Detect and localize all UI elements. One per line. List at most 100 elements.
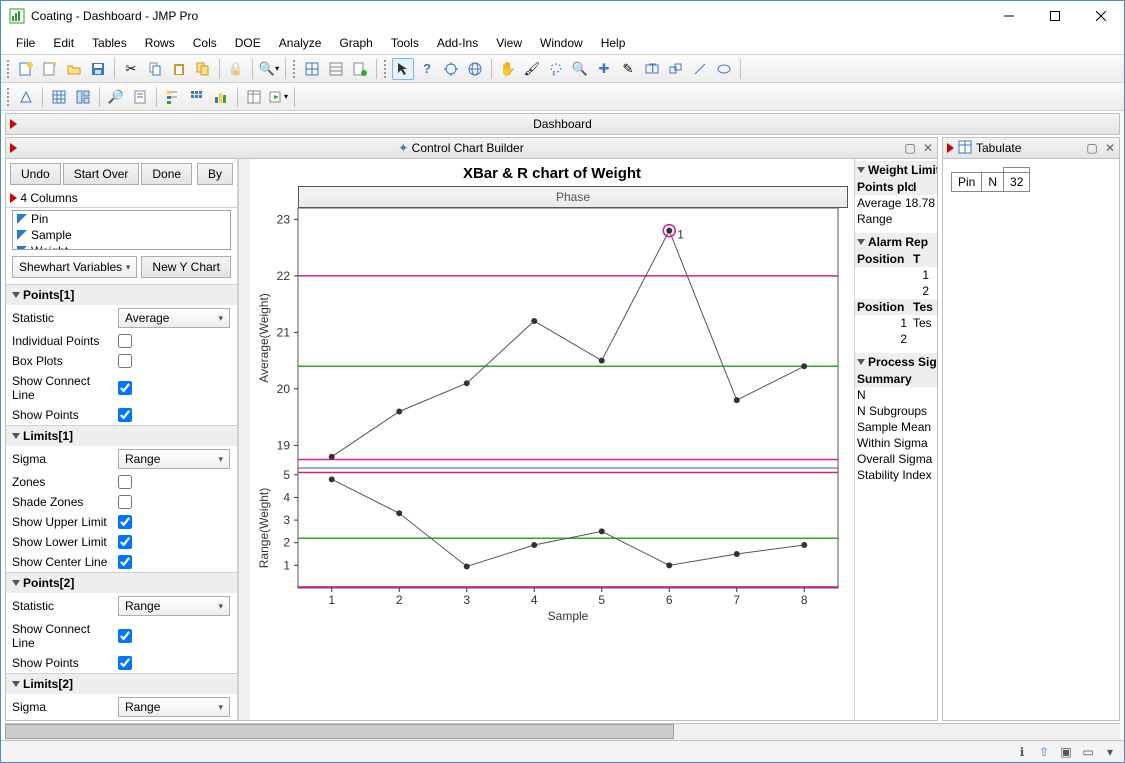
tb-new2-icon[interactable]: [39, 58, 61, 80]
menu-edit[interactable]: Edit: [44, 33, 83, 53]
ccb-max-icon[interactable]: ▢: [901, 141, 919, 155]
tb-shapes-icon[interactable]: [665, 58, 687, 80]
tb2-layout-icon[interactable]: [72, 86, 94, 108]
limits1-header[interactable]: Limits[1]: [6, 426, 237, 446]
tb-open-icon[interactable]: [63, 58, 85, 80]
tb2-doc-icon[interactable]: [129, 86, 151, 108]
status-up-icon[interactable]: ⇧: [1036, 744, 1052, 760]
menu-analyze[interactable]: Analyze: [270, 33, 331, 53]
tb-save-icon[interactable]: [87, 58, 109, 80]
points1-header[interactable]: Points[1]: [6, 285, 237, 305]
minimize-button[interactable]: [986, 1, 1032, 31]
tb-grid2-icon[interactable]: [325, 58, 347, 80]
start-over-button[interactable]: Start Over: [63, 163, 140, 185]
tb-run-icon[interactable]: [349, 58, 371, 80]
tb-lasso-icon[interactable]: [545, 58, 567, 80]
limits1-sigma-select[interactable]: Range▾: [118, 449, 230, 469]
menu-rows[interactable]: Rows: [136, 33, 184, 53]
status-box-icon[interactable]: ▣: [1058, 744, 1074, 760]
menu-file[interactable]: File: [7, 33, 44, 53]
status-rect-icon[interactable]: ▭: [1080, 744, 1096, 760]
columns-list[interactable]: Pin Sample Weight Weight 2: [12, 210, 231, 250]
tabulate-max-icon[interactable]: ▢: [1083, 141, 1101, 155]
show-upper-limit-checkbox[interactable]: [118, 515, 132, 529]
phase-bar[interactable]: Phase: [298, 186, 848, 208]
tb-cut-icon[interactable]: ✂: [120, 58, 142, 80]
tb-arrow-icon[interactable]: [392, 58, 414, 80]
tabulate-close-icon[interactable]: ✕: [1101, 141, 1119, 155]
tb-copy2-icon[interactable]: [192, 58, 214, 80]
tb-paste-icon[interactable]: [168, 58, 190, 80]
menu-addins[interactable]: Add-Ins: [428, 33, 487, 53]
show-connect-line-2-checkbox[interactable]: [118, 629, 132, 643]
shewhart-select[interactable]: Shewhart Variables▾: [12, 256, 137, 278]
menu-window[interactable]: Window: [531, 33, 592, 53]
menu-tools[interactable]: Tools: [382, 33, 428, 53]
tabulate-table[interactable]: PinN32: [951, 167, 1030, 192]
dashboard-disclosure-icon[interactable]: [10, 119, 17, 129]
show-points-1-checkbox[interactable]: [118, 408, 132, 422]
undo-button[interactable]: Undo: [10, 163, 61, 185]
menu-doe[interactable]: DOE: [226, 33, 270, 53]
show-points-2-checkbox[interactable]: [118, 656, 132, 670]
status-menu-icon[interactable]: ▾: [1102, 744, 1118, 760]
maximize-button[interactable]: [1032, 1, 1078, 31]
status-info-icon[interactable]: ℹ: [1014, 744, 1030, 760]
tb-help-icon[interactable]: ?: [416, 58, 438, 80]
columns-header[interactable]: 4 Columns: [6, 189, 237, 208]
tb-ellipse-icon[interactable]: [713, 58, 735, 80]
tb-copy-icon[interactable]: [144, 58, 166, 80]
done-button[interactable]: Done: [141, 163, 192, 185]
menu-help[interactable]: Help: [592, 33, 635, 53]
points1-statistic-select[interactable]: Average▾: [118, 308, 230, 328]
show-center-line-checkbox[interactable]: [118, 555, 132, 569]
svg-text:20: 20: [277, 382, 291, 396]
tb-lock-icon[interactable]: 🔒: [225, 58, 247, 80]
limits2-sigma-select[interactable]: Range▾: [118, 697, 230, 717]
tb2-bars-icon[interactable]: [210, 86, 232, 108]
show-connect-line-1-checkbox[interactable]: [118, 381, 132, 395]
by-button[interactable]: By: [197, 163, 233, 185]
individual-points-checkbox[interactable]: [118, 334, 132, 348]
titlebar: Coating - Dashboard - JMP Pro: [1, 1, 1124, 31]
menu-cols[interactable]: Cols: [184, 33, 226, 53]
tb2-play-icon[interactable]: ▾: [267, 86, 289, 108]
tb2-tri-icon[interactable]: [15, 86, 37, 108]
menu-view[interactable]: View: [487, 33, 531, 53]
points2-header[interactable]: Points[2]: [6, 573, 237, 593]
tb-new-icon[interactable]: [15, 58, 37, 80]
points2-statistic-select[interactable]: Range▾: [118, 596, 230, 616]
tb-line-icon[interactable]: [689, 58, 711, 80]
tb-zoom-icon[interactable]: 🔍▾: [258, 58, 280, 80]
close-button[interactable]: [1078, 1, 1124, 31]
control-chart[interactable]: 19202122231Average(Weight)12345Range(Wei…: [256, 208, 848, 624]
ccb-close-icon[interactable]: ✕: [919, 141, 937, 155]
menu-graph[interactable]: Graph: [330, 33, 381, 53]
tb2-grid3-icon[interactable]: [48, 86, 70, 108]
tb-brush-icon[interactable]: 🖌: [521, 58, 543, 80]
tb-crosshair-icon[interactable]: ✚: [593, 58, 615, 80]
show-lower-limit-checkbox[interactable]: [118, 535, 132, 549]
tb2-tree-icon[interactable]: [162, 86, 184, 108]
sidebar-scrollbar[interactable]: [238, 159, 250, 720]
tb2-table-icon[interactable]: [243, 86, 265, 108]
shade-zones-checkbox[interactable]: [118, 495, 132, 509]
menu-tables[interactable]: Tables: [83, 33, 136, 53]
zones-checkbox[interactable]: [118, 475, 132, 489]
tb2-matrix-icon[interactable]: [186, 86, 208, 108]
ccb-disclosure-icon[interactable]: [10, 143, 17, 153]
tabulate-disclosure-icon[interactable]: [947, 143, 954, 153]
new-y-chart-button[interactable]: New Y Chart: [141, 256, 231, 278]
tb-globe-icon[interactable]: [464, 58, 486, 80]
box-plots-checkbox[interactable]: [118, 354, 132, 368]
tb-hand-icon[interactable]: ✋: [497, 58, 519, 80]
svg-text:22: 22: [277, 269, 291, 283]
tb-target-icon[interactable]: [440, 58, 462, 80]
tb-grid-icon[interactable]: [301, 58, 323, 80]
limits2-header[interactable]: Limits[2]: [6, 674, 237, 694]
horizontal-scrollbar[interactable]: [5, 723, 1120, 740]
tb-magnify-icon[interactable]: 🔍: [569, 58, 591, 80]
tb-text-icon[interactable]: T: [641, 58, 663, 80]
tb2-find-icon[interactable]: 🔎: [105, 86, 127, 108]
tb-pencil-icon[interactable]: ✎: [617, 58, 639, 80]
